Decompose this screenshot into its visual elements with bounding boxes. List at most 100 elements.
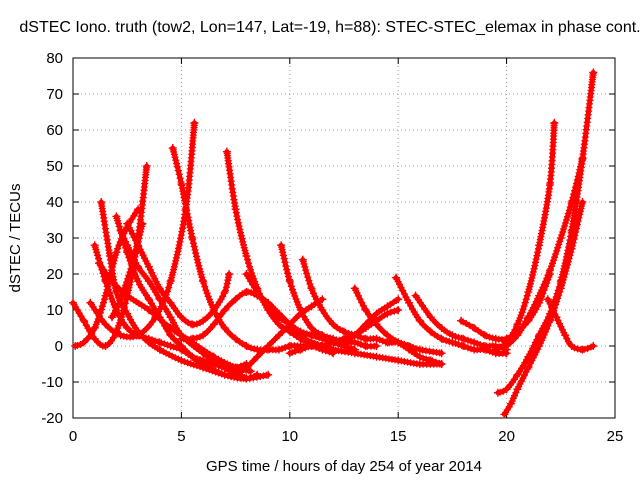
data-point	[426, 313, 435, 322]
data-point	[459, 334, 468, 343]
data-point	[361, 320, 370, 329]
data-point	[426, 356, 435, 365]
data-point	[545, 180, 554, 188]
data-point	[97, 198, 106, 206]
data-point	[383, 309, 392, 318]
data-point	[307, 324, 316, 332]
data-point	[372, 309, 381, 318]
y-tick-label: -10	[41, 374, 63, 391]
data-point	[116, 295, 125, 304]
data-point	[123, 219, 132, 228]
data-point	[513, 331, 522, 340]
data-point	[177, 180, 186, 188]
data-point	[502, 342, 511, 350]
data-point	[112, 248, 121, 257]
data-point	[329, 345, 338, 354]
data-point	[543, 295, 552, 304]
data-point	[535, 241, 544, 250]
data-point	[242, 288, 251, 296]
data-point	[253, 345, 262, 354]
data-point	[134, 262, 143, 271]
y-axis-label: dSTEC / TECUs	[7, 184, 24, 293]
data-point	[405, 298, 414, 307]
data-point	[209, 320, 218, 329]
data-point	[225, 270, 234, 278]
data-point	[105, 252, 114, 260]
data-point	[285, 349, 294, 358]
data-point	[144, 262, 153, 271]
data-point	[567, 198, 576, 206]
series-track-27	[502, 154, 587, 350]
data-point	[298, 255, 307, 264]
data-point	[168, 144, 177, 152]
data-point	[556, 284, 565, 293]
data-point	[277, 241, 286, 250]
series-trace	[493, 120, 557, 353]
data-point	[550, 118, 559, 127]
y-tick-label: -20	[41, 410, 63, 427]
series-track-09	[123, 219, 234, 329]
data-point	[231, 205, 240, 214]
y-tick-label: 50	[46, 158, 63, 175]
y-tick-labels: -20 -10 0 10 20 30 40 50 60 70 80	[41, 50, 63, 427]
data-point	[556, 234, 565, 242]
data-point	[459, 342, 468, 350]
data-point	[220, 363, 229, 372]
data-point	[415, 345, 424, 354]
data-point	[383, 331, 392, 340]
data-point	[567, 244, 576, 253]
data-point	[307, 302, 316, 311]
data-point	[112, 288, 121, 296]
data-point	[589, 68, 598, 77]
series-track-26	[491, 118, 559, 354]
data-point	[535, 291, 544, 300]
y-tick-label: 40	[46, 194, 63, 211]
data-point	[285, 327, 294, 336]
x-axis-label: GPS time / hours of day 254 of year 2014	[206, 458, 482, 475]
data-series	[69, 68, 598, 419]
data-point	[199, 349, 208, 358]
data-point	[155, 284, 164, 293]
data-point	[437, 349, 446, 358]
data-point	[318, 342, 327, 350]
data-point	[470, 338, 479, 347]
series-markers	[223, 148, 446, 368]
data-point	[95, 259, 104, 268]
data-point	[296, 327, 305, 336]
data-point	[166, 342, 175, 350]
data-point	[188, 234, 197, 242]
data-point	[231, 370, 240, 379]
data-point	[513, 370, 522, 379]
data-point	[220, 288, 229, 296]
data-point	[90, 334, 99, 343]
data-point	[144, 295, 153, 304]
y-tick-label: 60	[46, 122, 63, 139]
data-point	[361, 334, 370, 343]
data-point	[437, 324, 446, 332]
data-point	[166, 331, 175, 340]
data-point	[116, 331, 125, 340]
data-point	[220, 370, 229, 379]
data-point	[199, 316, 208, 325]
data-point	[199, 277, 208, 286]
data-point	[394, 295, 403, 304]
data-point	[426, 327, 435, 336]
data-point	[296, 306, 305, 314]
data-point	[372, 320, 381, 329]
x-tick-labels: 0 5 10 15 20 25	[69, 428, 624, 445]
data-point	[502, 385, 511, 394]
data-point	[209, 306, 218, 314]
data-point	[177, 342, 186, 350]
data-point	[589, 342, 598, 350]
data-point	[524, 363, 533, 372]
data-point	[71, 342, 80, 350]
data-point	[372, 334, 381, 343]
data-point	[296, 334, 305, 343]
data-point	[491, 345, 500, 354]
data-point	[79, 338, 88, 347]
data-point	[188, 320, 197, 329]
y-tick-label: 20	[46, 266, 63, 283]
data-point	[222, 147, 231, 156]
data-point	[545, 266, 554, 275]
